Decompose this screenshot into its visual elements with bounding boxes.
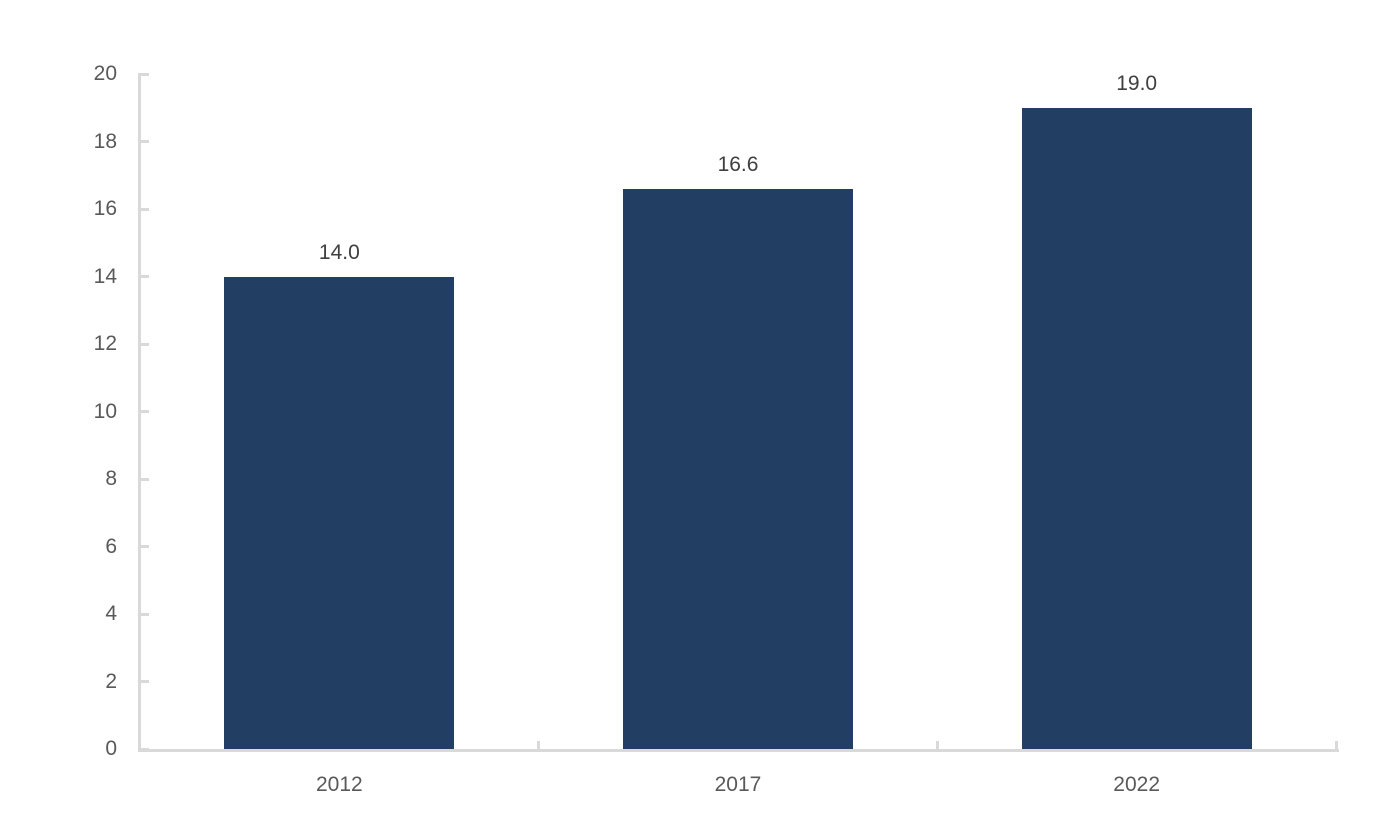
y-axis-tick-label: 4 xyxy=(105,602,117,625)
bar-data-label: 14.0 xyxy=(318,240,360,264)
y-axis-tick xyxy=(141,207,149,211)
y-axis-tick xyxy=(141,140,149,143)
y-axis-tick xyxy=(141,747,149,751)
y-axis-tick-label: 8 xyxy=(105,467,117,490)
y-axis-tick-label: 12 xyxy=(93,332,117,355)
y-axis-tick-label: 20 xyxy=(93,62,117,85)
bar xyxy=(224,276,455,749)
y-axis-tick xyxy=(141,612,149,616)
y-axis-tick-label: 16 xyxy=(93,197,117,220)
y-axis-tick xyxy=(141,680,149,683)
x-axis-tick xyxy=(1334,741,1338,749)
y-axis-tick xyxy=(141,72,149,76)
bar xyxy=(1021,107,1252,749)
y-axis-tick xyxy=(141,545,149,548)
y-axis-tick xyxy=(141,410,149,413)
y-axis-tick-label: 14 xyxy=(93,264,117,288)
x-axis-category-label: 2017 xyxy=(714,773,762,796)
x-axis-category-label: 2022 xyxy=(1113,773,1161,796)
y-axis-tick-label: 18 xyxy=(93,129,117,153)
y-axis-tick-label: 6 xyxy=(105,534,117,558)
y-axis-tick xyxy=(141,477,149,481)
x-axis-line xyxy=(138,749,1339,752)
x-axis-tick xyxy=(537,741,541,749)
bar xyxy=(623,188,853,749)
y-axis-line xyxy=(138,73,141,752)
y-axis-tick-label: 2 xyxy=(105,669,117,693)
y-axis-tick xyxy=(141,275,149,278)
x-axis-tick xyxy=(935,741,939,749)
y-axis-tick-label: 0 xyxy=(105,737,117,760)
bar-data-label: 16.6 xyxy=(717,152,759,176)
y-axis-tick xyxy=(141,342,149,346)
x-axis-category-label: 2012 xyxy=(315,773,363,796)
y-axis-tick-label: 10 xyxy=(93,399,117,423)
bar-data-label: 19.0 xyxy=(1116,71,1158,95)
